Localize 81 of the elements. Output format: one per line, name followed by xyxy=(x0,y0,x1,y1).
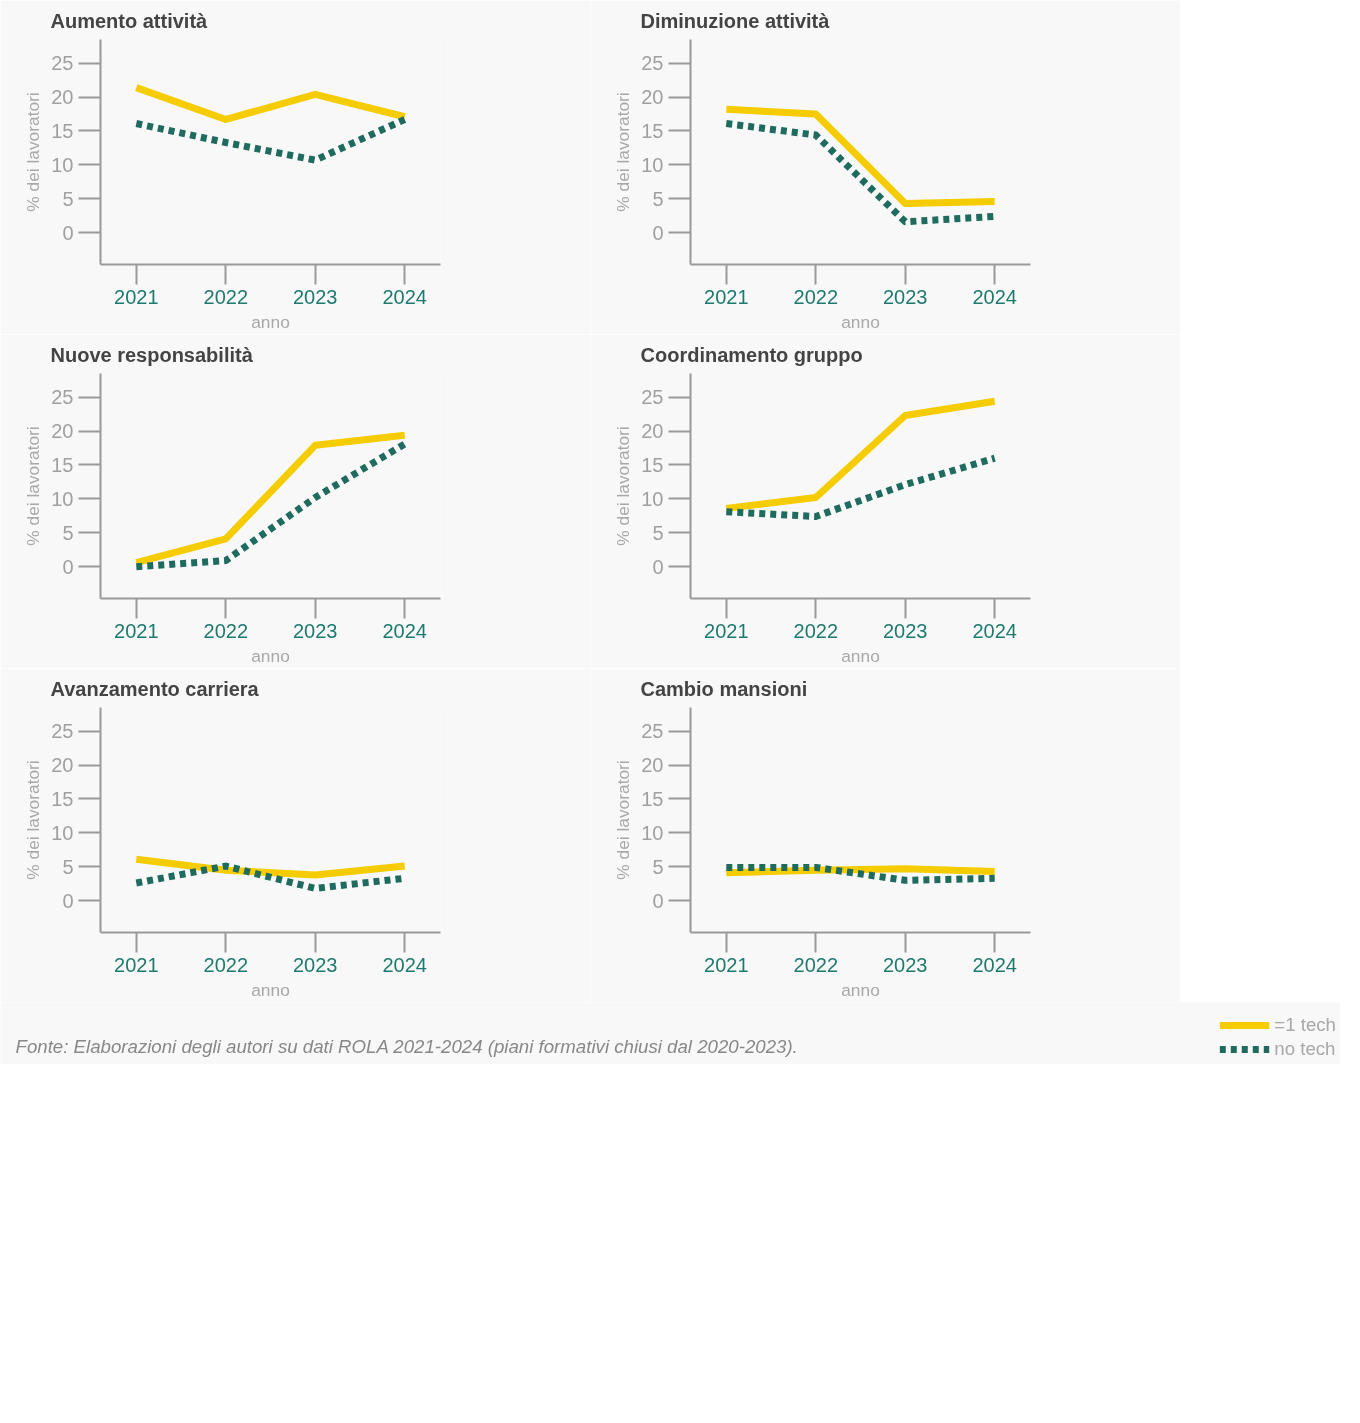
y-tick-label: 20 xyxy=(51,754,74,777)
x-axis-title: anno xyxy=(251,311,290,332)
y-tick-label: 0 xyxy=(652,221,664,244)
y-tick-label: 10 xyxy=(641,153,664,176)
y-tick-label: 5 xyxy=(62,187,74,210)
x-tick-label: 2024 xyxy=(972,285,1017,308)
x-tick-label: 2021 xyxy=(114,619,159,642)
x-tick-label: 2022 xyxy=(203,619,249,642)
y-tick-label: 15 xyxy=(51,453,74,476)
chart-title: Diminuzione attività xyxy=(640,10,831,32)
y-tick-label: 20 xyxy=(51,86,74,109)
x-tick-label: 2022 xyxy=(793,619,839,642)
x-tick-label: 2021 xyxy=(704,619,749,642)
y-tick-label: 25 xyxy=(641,386,664,409)
y-tick-label: 5 xyxy=(62,521,74,544)
x-tick-label: 2022 xyxy=(793,953,839,976)
source-note: Fonte: Elaborazioni degli autori su dati ROLA 2021-2024 (piani formativi chiusi dal 2020-2023). xyxy=(15,1035,798,1057)
y-tick-label: 25 xyxy=(641,52,664,75)
chart-title: Cambio mansioni xyxy=(640,678,808,700)
y-tick-label: 25 xyxy=(51,52,74,75)
x-axis-title: anno xyxy=(251,979,290,1000)
y-tick-label: 25 xyxy=(51,720,74,743)
x-tick-label: 2023 xyxy=(882,953,928,976)
legend-label: no tech xyxy=(1274,1038,1336,1060)
y-tick-label: 25 xyxy=(641,720,664,743)
x-tick-label: 2022 xyxy=(203,953,249,976)
y-tick-label: 20 xyxy=(641,754,664,777)
chart-title: Aumento attività xyxy=(50,10,209,32)
x-tick-label: 2021 xyxy=(704,285,749,308)
legend-label: =1 tech xyxy=(1274,1014,1336,1036)
x-axis-title: anno xyxy=(841,645,880,666)
chart-title: Avanzamento carriera xyxy=(50,678,260,700)
x-tick-label: 2022 xyxy=(203,285,249,308)
x-tick-label: 2024 xyxy=(972,953,1017,976)
y-tick-label: 10 xyxy=(51,487,74,510)
x-tick-label: 2021 xyxy=(704,953,749,976)
x-tick-label: 2021 xyxy=(114,285,159,308)
x-tick-label: 2021 xyxy=(114,953,159,976)
x-tick-label: 2023 xyxy=(292,619,338,642)
y-tick-label: 25 xyxy=(51,386,74,409)
y-tick-label: 10 xyxy=(641,487,664,510)
y-tick-label: 5 xyxy=(652,855,664,878)
y-tick-label: 15 xyxy=(51,787,74,810)
x-axis-title: anno xyxy=(251,645,290,666)
y-tick-label: 15 xyxy=(641,787,664,810)
y-tick-label: 20 xyxy=(641,86,664,109)
y-tick-label: 15 xyxy=(641,453,664,476)
y-tick-label: 5 xyxy=(652,187,664,210)
chart-title: Coordinamento gruppo xyxy=(640,344,863,366)
x-axis-title: anno xyxy=(841,979,880,1000)
y-tick-label: 10 xyxy=(51,821,74,844)
y-axis-title: % dei lavoratori xyxy=(23,760,44,880)
y-tick-label: 0 xyxy=(62,555,74,578)
y-tick-label: 15 xyxy=(641,119,664,142)
y-axis-title: % dei lavoratori xyxy=(613,760,634,880)
y-tick-label: 5 xyxy=(62,855,74,878)
y-axis-title: % dei lavoratori xyxy=(23,92,44,212)
y-tick-label: 10 xyxy=(51,153,74,176)
y-tick-label: 0 xyxy=(652,889,664,912)
y-axis-title: % dei lavoratori xyxy=(23,426,44,546)
y-tick-label: 20 xyxy=(51,420,74,443)
y-tick-label: 15 xyxy=(51,119,74,142)
y-tick-label: 10 xyxy=(641,821,664,844)
y-tick-label: 20 xyxy=(641,420,664,443)
y-tick-label: 0 xyxy=(652,555,664,578)
x-tick-label: 2023 xyxy=(882,285,928,308)
y-tick-label: 0 xyxy=(62,889,74,912)
x-tick-label: 2023 xyxy=(882,619,928,642)
chart-title: Nuove responsabilità xyxy=(50,344,254,366)
y-axis-title: % dei lavoratori xyxy=(613,92,634,212)
x-tick-label: 2024 xyxy=(382,953,427,976)
x-tick-label: 2024 xyxy=(382,619,427,642)
x-tick-label: 2024 xyxy=(382,285,427,308)
x-axis-title: anno xyxy=(841,311,880,332)
x-tick-label: 2023 xyxy=(292,953,338,976)
x-tick-label: 2023 xyxy=(292,285,338,308)
y-tick-label: 5 xyxy=(652,521,664,544)
x-tick-label: 2024 xyxy=(972,619,1017,642)
y-tick-label: 0 xyxy=(62,221,74,244)
y-axis-title: % dei lavoratori xyxy=(613,426,634,546)
x-tick-label: 2022 xyxy=(793,285,839,308)
